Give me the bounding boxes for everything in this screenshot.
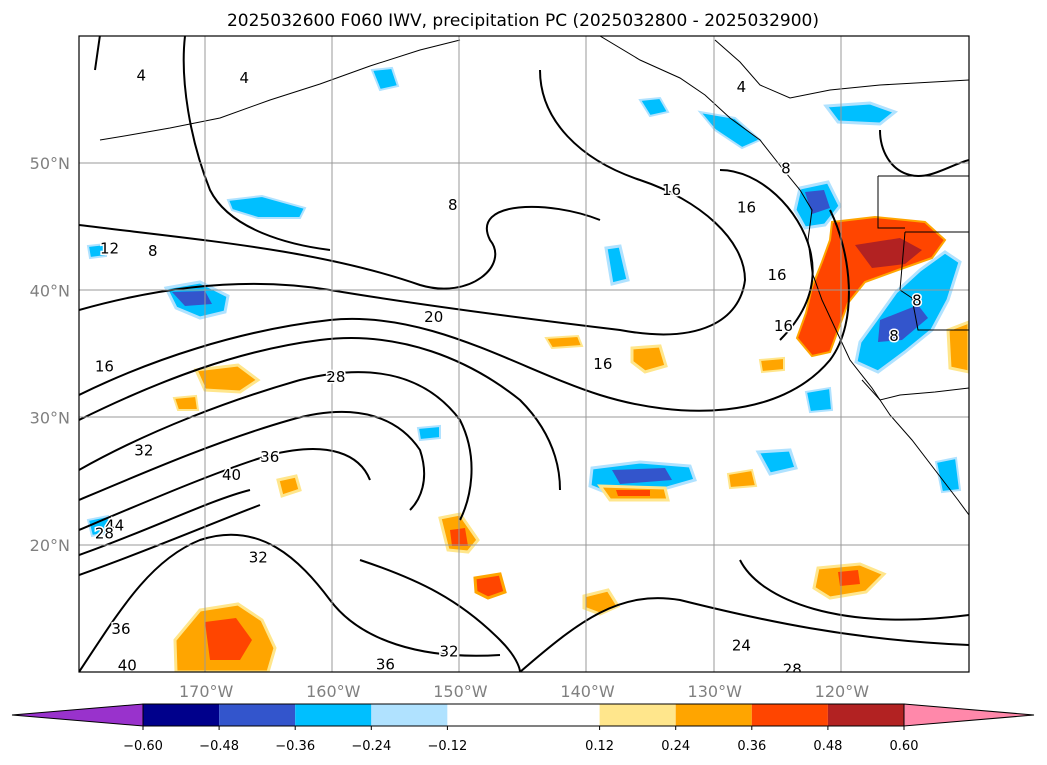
contour-label: 28	[783, 660, 802, 678]
contour-label: 16	[737, 199, 756, 217]
colorbar-segment	[751, 704, 828, 726]
contour-label: 16	[774, 317, 793, 335]
contour-label: 44	[105, 517, 124, 535]
contour-label: 16	[95, 358, 114, 376]
y-tick-label: 30°N	[30, 409, 70, 428]
colorbar-segment	[599, 704, 676, 726]
contour-label: 36	[260, 448, 279, 466]
contour-label: 4	[137, 66, 147, 84]
contour-label: 36	[376, 655, 395, 673]
colorbar-tick-label: 0.48	[813, 739, 842, 754]
colorbar-tick-label: −0.24	[351, 739, 391, 754]
x-tick-label: 170°W	[179, 682, 234, 701]
colorbar-segment	[371, 704, 448, 726]
contour-label: 16	[662, 181, 681, 199]
y-tick-label: 20°N	[30, 536, 70, 555]
contour-label: 4	[737, 78, 747, 96]
y-axis-ticks: 20°N 30°N 40°N 50°N	[30, 154, 70, 555]
contour-label: 16	[593, 355, 612, 373]
colorbar-tick-label: −0.36	[275, 739, 315, 754]
x-tick-label: 120°W	[815, 682, 870, 701]
contour-label: 32	[134, 442, 153, 460]
contour-label: 8	[448, 196, 458, 214]
colorbar-frame	[142, 703, 905, 727]
precip-shading	[86, 66, 969, 672]
iwv-contours	[79, 36, 969, 672]
contour-label: 8	[148, 242, 158, 260]
colorbar-tick-label: −0.12	[427, 739, 467, 754]
x-tick-label: 150°W	[433, 682, 488, 701]
colorbar-tick-label: −0.60	[123, 739, 163, 754]
colorbar-extend-min	[11, 703, 144, 727]
contour-label: 8	[781, 159, 791, 177]
contour-label: 4	[240, 69, 250, 87]
contour-label: 40	[222, 466, 241, 484]
contour-label: 40	[118, 657, 137, 675]
contour-label: 32	[249, 549, 268, 567]
colorbar-segment	[675, 704, 752, 726]
colorbar-tick-label: 0.12	[585, 739, 614, 754]
colorbar-segment	[827, 704, 904, 726]
contour-label: 20	[424, 308, 443, 326]
colorbar-segment	[447, 704, 600, 726]
y-tick-label: 50°N	[30, 154, 70, 173]
x-axis-ticks: 170°W 160°W 150°W 140°W 130°W 120°W	[179, 682, 869, 701]
x-tick-label: 130°W	[688, 682, 743, 701]
colorbar-tick-label: 0.36	[737, 739, 766, 754]
colorbar-segment	[219, 704, 296, 726]
colorbar: −0.60 −0.48 −0.36 −0.24 −0.12 0.12 0.24 0.36 0.4…	[11, 703, 1035, 754]
x-tick-label: 140°W	[560, 682, 615, 701]
contour-label: 16	[767, 266, 786, 284]
contour-label: 28	[95, 524, 114, 542]
y-tick-label: 40°N	[30, 281, 70, 300]
colorbar-tick-label: 0.24	[661, 739, 690, 754]
contour-label: 8	[889, 327, 899, 345]
gridlines	[79, 36, 969, 672]
x-tick-label: 160°W	[306, 682, 361, 701]
chart-title: 2025032600 F060 IWV, precipitation PC (2…	[227, 11, 819, 31]
contour-label: 32	[439, 643, 458, 661]
map-frame	[78, 35, 970, 673]
contour-label: 8	[912, 292, 922, 310]
contour-label: 24	[732, 636, 751, 654]
contour-label: 36	[111, 620, 130, 638]
colorbar-segment	[143, 704, 220, 726]
colorbar-tick-label: −0.48	[199, 739, 239, 754]
coastlines	[99, 36, 969, 516]
contour-label: 12	[100, 239, 119, 257]
colorbar-extend-max	[903, 703, 1035, 727]
colorbar-segment	[295, 704, 372, 726]
contour-label: 28	[326, 368, 345, 386]
colorbar-tick-label: 0.60	[890, 739, 919, 754]
